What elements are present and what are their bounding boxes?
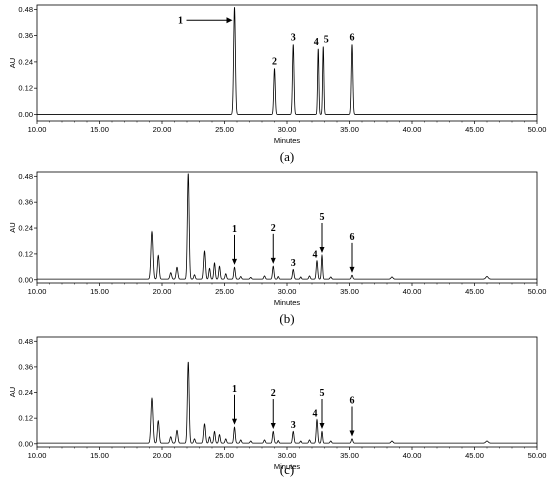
y-tick-label: 0.48 <box>18 337 33 346</box>
arrow-head <box>319 247 325 254</box>
x-tick-label: 25.00 <box>215 287 234 296</box>
peak-label: 5 <box>320 388 325 399</box>
x-tick-label: 35.00 <box>340 451 359 460</box>
x-tick-label: 40.00 <box>403 451 422 460</box>
arrow-head <box>270 423 276 430</box>
x-axis-label: Minutes <box>274 462 301 471</box>
x-tick-label: 40.00 <box>403 125 422 134</box>
panel-caption: (c) <box>280 462 294 477</box>
y-tick-label: 0.48 <box>18 5 33 14</box>
x-tick-label: 25.00 <box>215 125 234 134</box>
x-tick-label: 30.00 <box>278 451 297 460</box>
x-tick-label: 15.00 <box>90 287 109 296</box>
y-axis-label: AU <box>8 387 17 397</box>
peak-label: 3 <box>291 258 296 269</box>
y-tick-label: 0.12 <box>18 249 33 258</box>
y-tick-label: 0.48 <box>18 172 33 181</box>
arrow-head <box>349 266 355 273</box>
x-tick-label: 45.00 <box>465 125 484 134</box>
peak-label: 2 <box>272 56 277 67</box>
x-tick-label: 40.00 <box>403 287 422 296</box>
y-axis-label: AU <box>8 58 17 68</box>
x-tick-label: 10.00 <box>28 451 47 460</box>
y-tick-label: 0.36 <box>18 362 33 371</box>
x-tick-label: 35.00 <box>340 287 359 296</box>
chromatogram-trace <box>37 361 537 444</box>
y-tick-label: 0.36 <box>18 31 33 40</box>
x-tick-label: 35.00 <box>340 125 359 134</box>
peak-label: 4 <box>313 249 318 260</box>
peak-label: 2 <box>271 388 276 399</box>
peak-label: 5 <box>320 212 325 223</box>
x-tick-label: 45.00 <box>465 287 484 296</box>
y-tick-label: 0.24 <box>18 224 33 233</box>
peak-label: 2 <box>271 223 276 234</box>
chart-panel-a: 0.00 0.12 0.24 0.36 0.48 10.00 15.00 20.00 25.00… <box>8 4 547 164</box>
chart-panel-b: 0.00 0.12 0.24 0.36 0.48 10.00 15.00 20.00 25.00… <box>8 171 547 326</box>
chart-panel-c: 0.00 0.12 0.24 0.36 0.48 10.00 15.00 20.00 25.00… <box>8 336 547 477</box>
peak-label: 1 <box>232 224 237 235</box>
panel-caption: (b) <box>279 311 294 326</box>
peak-label: 6 <box>350 32 355 43</box>
x-tick-label: 10.00 <box>28 125 47 134</box>
peak-label: 5 <box>324 35 329 46</box>
arrow-head <box>232 418 237 425</box>
peak-label: 1 <box>178 16 183 27</box>
chromatogram-trace <box>37 7 537 115</box>
peak-label: 3 <box>291 32 296 43</box>
peak-label: 6 <box>350 396 355 407</box>
y-axis-label: AU <box>8 222 17 232</box>
x-tick-label: 50.00 <box>528 451 547 460</box>
x-tick-label: 45.00 <box>465 451 484 460</box>
y-tick-label: 0.00 <box>18 110 33 119</box>
y-tick-label: 0.12 <box>18 84 33 93</box>
x-tick-label: 25.00 <box>215 451 234 460</box>
x-tick-label: 20.00 <box>153 125 172 134</box>
x-tick-label: 10.00 <box>28 287 47 296</box>
arrow-head <box>349 430 355 437</box>
y-tick-label: 0.12 <box>18 414 33 423</box>
x-tick-label: 50.00 <box>528 287 547 296</box>
x-tick-label: 15.00 <box>90 451 109 460</box>
peak-label: 4 <box>313 408 318 419</box>
x-tick-label: 20.00 <box>153 451 172 460</box>
arrow-head <box>319 423 325 430</box>
peak-label: 3 <box>291 420 296 431</box>
plot-frame <box>36 336 538 448</box>
x-tick-label: 30.00 <box>278 287 297 296</box>
x-axis-label: Minutes <box>274 136 301 145</box>
y-tick-label: 0.00 <box>18 275 33 284</box>
peak-label: 1 <box>232 384 237 395</box>
peak-label: 6 <box>350 232 355 243</box>
x-tick-label: 20.00 <box>153 287 172 296</box>
chromatogram-trace <box>37 173 537 280</box>
peak-label: 4 <box>314 37 319 48</box>
arrow-head <box>232 258 237 265</box>
x-tick-label: 15.00 <box>90 125 109 134</box>
panel-caption: (a) <box>280 149 294 164</box>
plot-frame <box>36 4 538 122</box>
y-tick-label: 0.36 <box>18 198 33 207</box>
x-tick-label: 50.00 <box>528 125 547 134</box>
plot-frame <box>36 171 538 284</box>
y-tick-label: 0.24 <box>18 388 33 397</box>
y-tick-label: 0.24 <box>18 57 33 66</box>
arrow-head <box>226 17 233 24</box>
x-tick-label: 30.00 <box>278 125 297 134</box>
y-tick-label: 0.00 <box>18 439 33 448</box>
x-axis-label: Minutes <box>274 298 301 307</box>
arrow-head <box>270 257 276 264</box>
